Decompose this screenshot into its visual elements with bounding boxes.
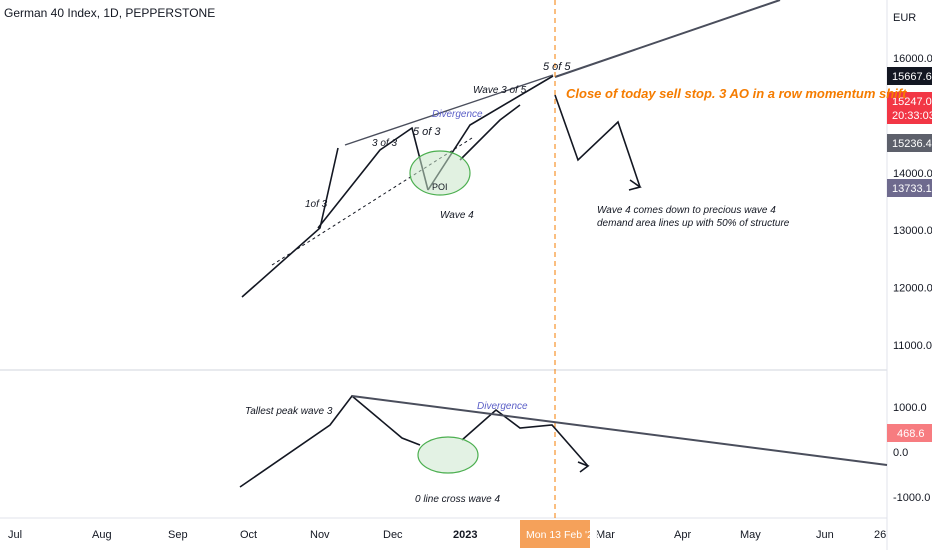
- projected-path: [554, 94, 641, 188]
- demand-price-box: [887, 179, 932, 197]
- ao-arrow-head: [577, 461, 590, 473]
- poi-label-mid: POI: [432, 182, 448, 192]
- countdown-label: 20:33:03: [892, 110, 932, 122]
- zone-price-label: 15236.4: [892, 138, 932, 150]
- y-tick-label: 13000.0: [893, 225, 932, 237]
- wave-path-1: [241, 147, 339, 298]
- chart-title: German 40 Index, 1D, PEPPERSTONE: [4, 6, 216, 20]
- x-tick-label: Apr: [674, 529, 691, 541]
- cursor-date-label: Mon 13 Feb '23: [526, 529, 599, 541]
- current-price-label: 15247.0: [892, 96, 932, 108]
- cursor-date-box: [520, 520, 590, 548]
- ao-divergence-line: [351, 395, 888, 466]
- y-tick-label: 12000.0: [893, 283, 932, 295]
- trend-line-upper: [554, 0, 781, 78]
- x-tick-label: Aug: [92, 529, 112, 541]
- x-tick-label: Oct: [240, 529, 257, 541]
- ao-y-tick-label: 0.0: [893, 447, 908, 459]
- wave-5of5-label: 5 of 5: [543, 61, 571, 73]
- zone-price-box: [887, 134, 932, 152]
- demand-note-2: demand area lines up with 50% of structu…: [597, 218, 790, 229]
- x-tick-label: Jul: [8, 529, 22, 541]
- demand-price-label: 13733.1: [892, 183, 932, 195]
- ao-y-tick-label: 1000.0: [893, 402, 927, 414]
- wave-3of3-label: 3 of 3: [372, 138, 397, 149]
- ao-ellipse: [417, 436, 479, 474]
- wave-3of5-label: Wave 3 of 5: [473, 85, 527, 96]
- wave-5of3-label: 5 of 3: [413, 126, 441, 138]
- ao-value-box: [887, 424, 932, 442]
- annotations: 1of 3 3 of 3 5 of 3 Wave 3 of 5 5 of 5 Diverg…: [239, 0, 907, 518]
- sell-note: Close of today sell stop. 3 AO in a row …: [566, 86, 907, 101]
- demand-note-1: Wave 4 comes down to precious wave 4: [597, 205, 776, 216]
- x-tick-label: May: [740, 529, 761, 541]
- x-tick-label: Sep: [168, 529, 188, 541]
- x-tick-label: Nov: [310, 529, 330, 541]
- ao-zero-cross-label: 0 line cross wave 4: [415, 494, 500, 505]
- wave4-ellipse: [409, 150, 471, 196]
- wave-1of3-label: 1of 3: [305, 199, 328, 210]
- current-price-box: [887, 92, 932, 124]
- last-price-label: 15667.6: [892, 71, 932, 83]
- x-tick-label: 26: [874, 529, 886, 541]
- x-tick-label: 2023: [453, 529, 477, 541]
- ao-y-tick-label: -1000.0: [893, 492, 930, 504]
- ao-value-label: 468.6: [897, 428, 925, 440]
- x-tick-label: Mar: [596, 529, 615, 541]
- ao-divergence-label: Divergence: [477, 401, 528, 412]
- divergence-label: Divergence: [432, 109, 483, 120]
- x-tick-label: Dec: [383, 529, 403, 541]
- y-tick-label: 14000.0: [893, 168, 932, 180]
- channel-line-upper: [344, 74, 554, 146]
- last-price-box: [887, 67, 932, 85]
- wave4-label: Wave 4: [440, 210, 474, 221]
- projected-arrow-head: [628, 179, 642, 191]
- currency-label: EUR: [893, 12, 916, 24]
- x-tick-label: Jun: [816, 529, 834, 541]
- y-tick-label: 16000.0: [893, 53, 932, 65]
- ao-path-2: [461, 408, 589, 467]
- ao-tallest-label: Tallest peak wave 3: [245, 406, 333, 417]
- wave-path-4: [459, 104, 521, 161]
- y-tick-label: 11000.0: [893, 340, 932, 352]
